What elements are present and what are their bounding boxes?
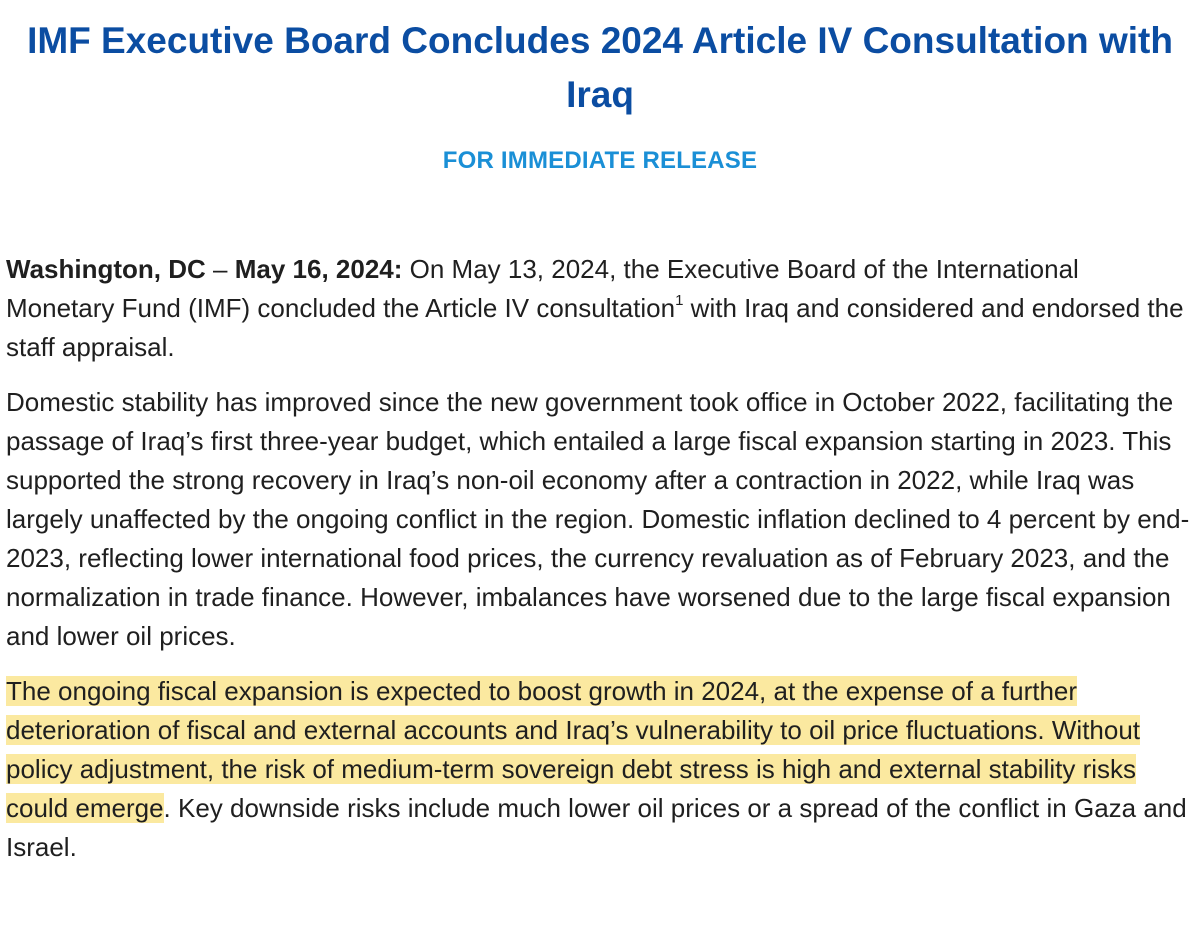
- page-title: IMF Executive Board Concludes 2024 Artic…: [27, 20, 1173, 115]
- footnote-marker: 1: [675, 292, 684, 309]
- paragraph-fiscal-outlook: The ongoing fiscal expansion is expected…: [6, 672, 1190, 867]
- dateline-dash: –: [213, 254, 228, 284]
- paragraph-dateline: Washington, DC – May 16, 2024: On May 13…: [6, 250, 1190, 367]
- paragraph-text: with Iraq and considered and endorsed th…: [6, 293, 1184, 362]
- paragraph-text: On May 13, 2024, the Executive Board of …: [6, 254, 1079, 323]
- paragraph-text: . Key downside risks include much lower …: [6, 793, 1187, 862]
- release-label: FOR IMMEDIATE RELEASE: [442, 147, 758, 174]
- paragraph-domestic-stability: Domestic stability has improved since th…: [6, 387, 1190, 651]
- dateline-date: May 16, 2024:: [234, 254, 403, 284]
- dateline-location: Washington, DC: [6, 254, 206, 284]
- article-body: Washington, DC – May 16, 2024: On May 13…: [6, 250, 1190, 883]
